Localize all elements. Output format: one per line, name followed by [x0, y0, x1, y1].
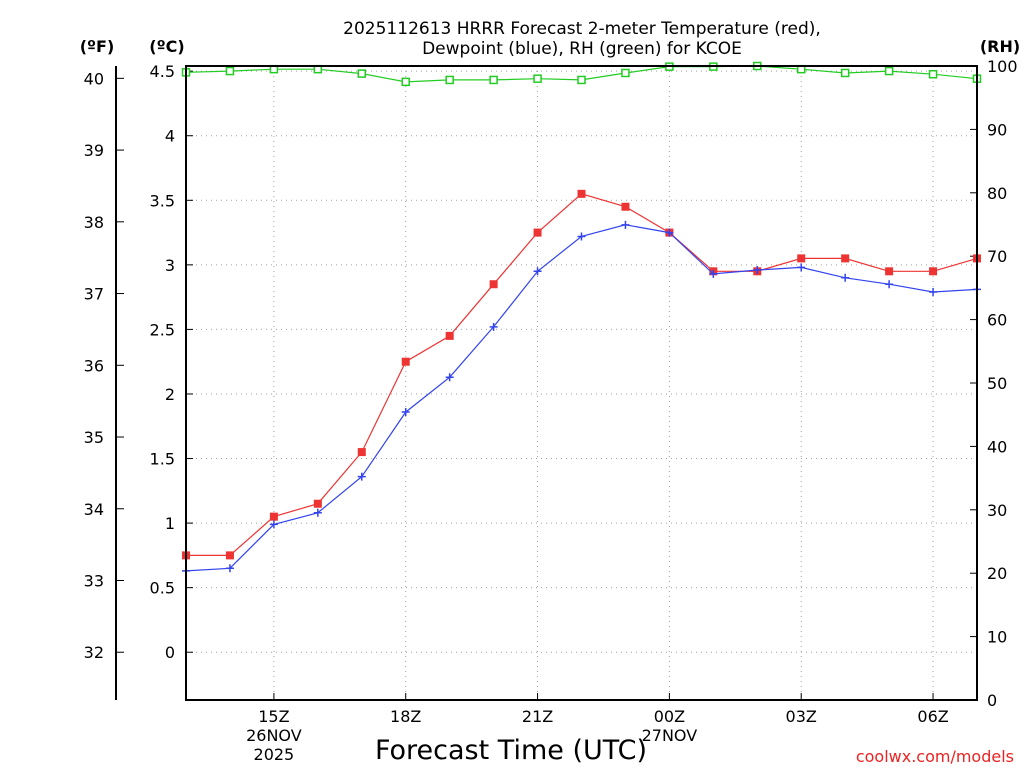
x-tick-label: 06Z — [917, 707, 948, 726]
dewpoint-point — [445, 373, 454, 382]
temperature-point — [841, 254, 850, 263]
dewpoint-point — [489, 322, 498, 331]
x-tick-date: 27NOV — [642, 726, 698, 745]
fahrenheit-tick-label: 37 — [84, 285, 104, 304]
temperature-point — [797, 254, 806, 263]
rh-point — [401, 77, 410, 87]
dewpoint-point — [885, 280, 894, 289]
dewpoint-line — [185, 224, 978, 572]
celsius-tick-label: 4 — [165, 127, 175, 146]
fahrenheit-axis-label: (ºF) — [80, 37, 115, 56]
chart-title-line1: 2025112613 HRRR Forecast 2-meter Tempera… — [343, 19, 821, 39]
dewpoint-point — [841, 273, 850, 282]
fahrenheit-tick-label: 32 — [84, 643, 104, 662]
x-tick-label: 21Z — [522, 707, 553, 726]
rh-point — [840, 68, 850, 78]
celsius-tick-label: 2.5 — [150, 320, 175, 339]
temperature-line — [186, 193, 978, 557]
fahrenheit-tick-label: 38 — [84, 213, 104, 232]
rh-tick-label: 30 — [987, 501, 1007, 520]
rh-point — [357, 69, 367, 78]
rh-point — [621, 68, 630, 78]
fahrenheit-axis: 32 33 34 35 36 37 38 39 40 — [84, 66, 124, 700]
dewpoint-point — [709, 269, 718, 278]
fahrenheit-tick-label: 36 — [84, 356, 104, 375]
rh-point — [577, 75, 586, 85]
rh-point — [533, 74, 542, 83]
rh-tick-label: 100 — [987, 57, 1018, 76]
watermark: coolwx.com/models — [856, 747, 1014, 766]
rh-tick-label: 80 — [987, 184, 1007, 203]
celsius-tick-label: 1.5 — [150, 450, 175, 469]
rh-axis: 0 10 20 30 40 50 60 70 80 90 100 — [970, 57, 1018, 710]
series-layer — [181, 61, 982, 575]
temperature-point — [489, 280, 498, 289]
x-axis-title: Forecast Time (UTC) — [375, 735, 647, 766]
rh-axis-label: (RH) — [980, 37, 1020, 56]
dewpoint-point — [621, 220, 630, 229]
dewpoint-point — [665, 228, 674, 237]
dewpoint-point — [929, 287, 938, 296]
fahrenheit-tick-label: 33 — [84, 571, 104, 590]
temperature-point — [313, 499, 322, 508]
celsius-tick-label: 3.5 — [150, 191, 175, 210]
plot-frame — [185, 65, 978, 701]
celsius-tick-label: 0 — [165, 643, 175, 662]
fahrenheit-tick-label: 35 — [84, 428, 104, 447]
dewpoint-point — [753, 266, 762, 275]
celsius-tick-label: 1 — [165, 514, 175, 533]
temperature-point — [929, 267, 938, 276]
x-tick-label: 15Z — [258, 707, 289, 726]
celsius-axis-label: (ºC) — [149, 37, 184, 56]
celsius-tick-label: 3 — [165, 256, 175, 275]
rh-point — [489, 75, 498, 85]
x-tick-label: 18Z — [390, 707, 421, 726]
rh-tick-label: 0 — [987, 691, 997, 710]
rh-tick-label: 40 — [987, 437, 1007, 456]
rh-tick-label: 60 — [987, 311, 1007, 330]
fahrenheit-tick-label: 39 — [84, 141, 104, 160]
temperature-point — [885, 267, 894, 276]
celsius-tick-label: 2 — [165, 385, 175, 404]
temperature-point — [269, 512, 278, 521]
x-tick-year: 2025 — [254, 745, 295, 764]
dewpoint-point — [401, 408, 410, 417]
temperature-point — [357, 448, 366, 457]
rh-point — [884, 66, 894, 76]
fahrenheit-tick-label: 40 — [84, 69, 104, 88]
celsius-tick-label: 0.5 — [150, 579, 175, 598]
temperature-point — [621, 202, 630, 211]
temperature-point — [533, 228, 542, 237]
dewpoint-point — [225, 564, 234, 573]
dewpoint-point — [533, 267, 542, 276]
x-tick-label: 00Z — [654, 707, 685, 726]
x-tick-label: 03Z — [786, 707, 817, 726]
dewpoint-point — [269, 520, 278, 529]
dewpoint-point — [357, 472, 366, 481]
rh-tick-label: 90 — [987, 120, 1007, 139]
temperature-point — [225, 551, 234, 560]
dewpoint-point — [313, 508, 322, 517]
rh-point — [445, 75, 454, 85]
rh-point — [928, 69, 938, 79]
temperature-point — [445, 331, 454, 340]
rh-point — [225, 66, 235, 76]
temperature-point — [401, 357, 410, 366]
chart-title-line2: Dewpoint (blue), RH (green) for KCOE — [422, 39, 742, 59]
rh-tick-label: 20 — [987, 564, 1007, 583]
rh-tick-label: 10 — [987, 628, 1007, 647]
grid — [186, 66, 977, 700]
rh-tick-label: 70 — [987, 247, 1007, 266]
dewpoint-point — [797, 263, 806, 272]
x-tick-date: 26NOV — [246, 726, 302, 745]
temperature-point — [577, 189, 586, 198]
celsius-tick-label: 4.5 — [150, 62, 175, 81]
fahrenheit-tick-label: 34 — [84, 500, 104, 519]
rh-tick-label: 50 — [987, 374, 1007, 393]
celsius-axis: 0 0.5 1 1.5 2 2.5 3 3.5 4 4.5 — [150, 62, 193, 662]
dewpoint-point — [577, 232, 586, 241]
